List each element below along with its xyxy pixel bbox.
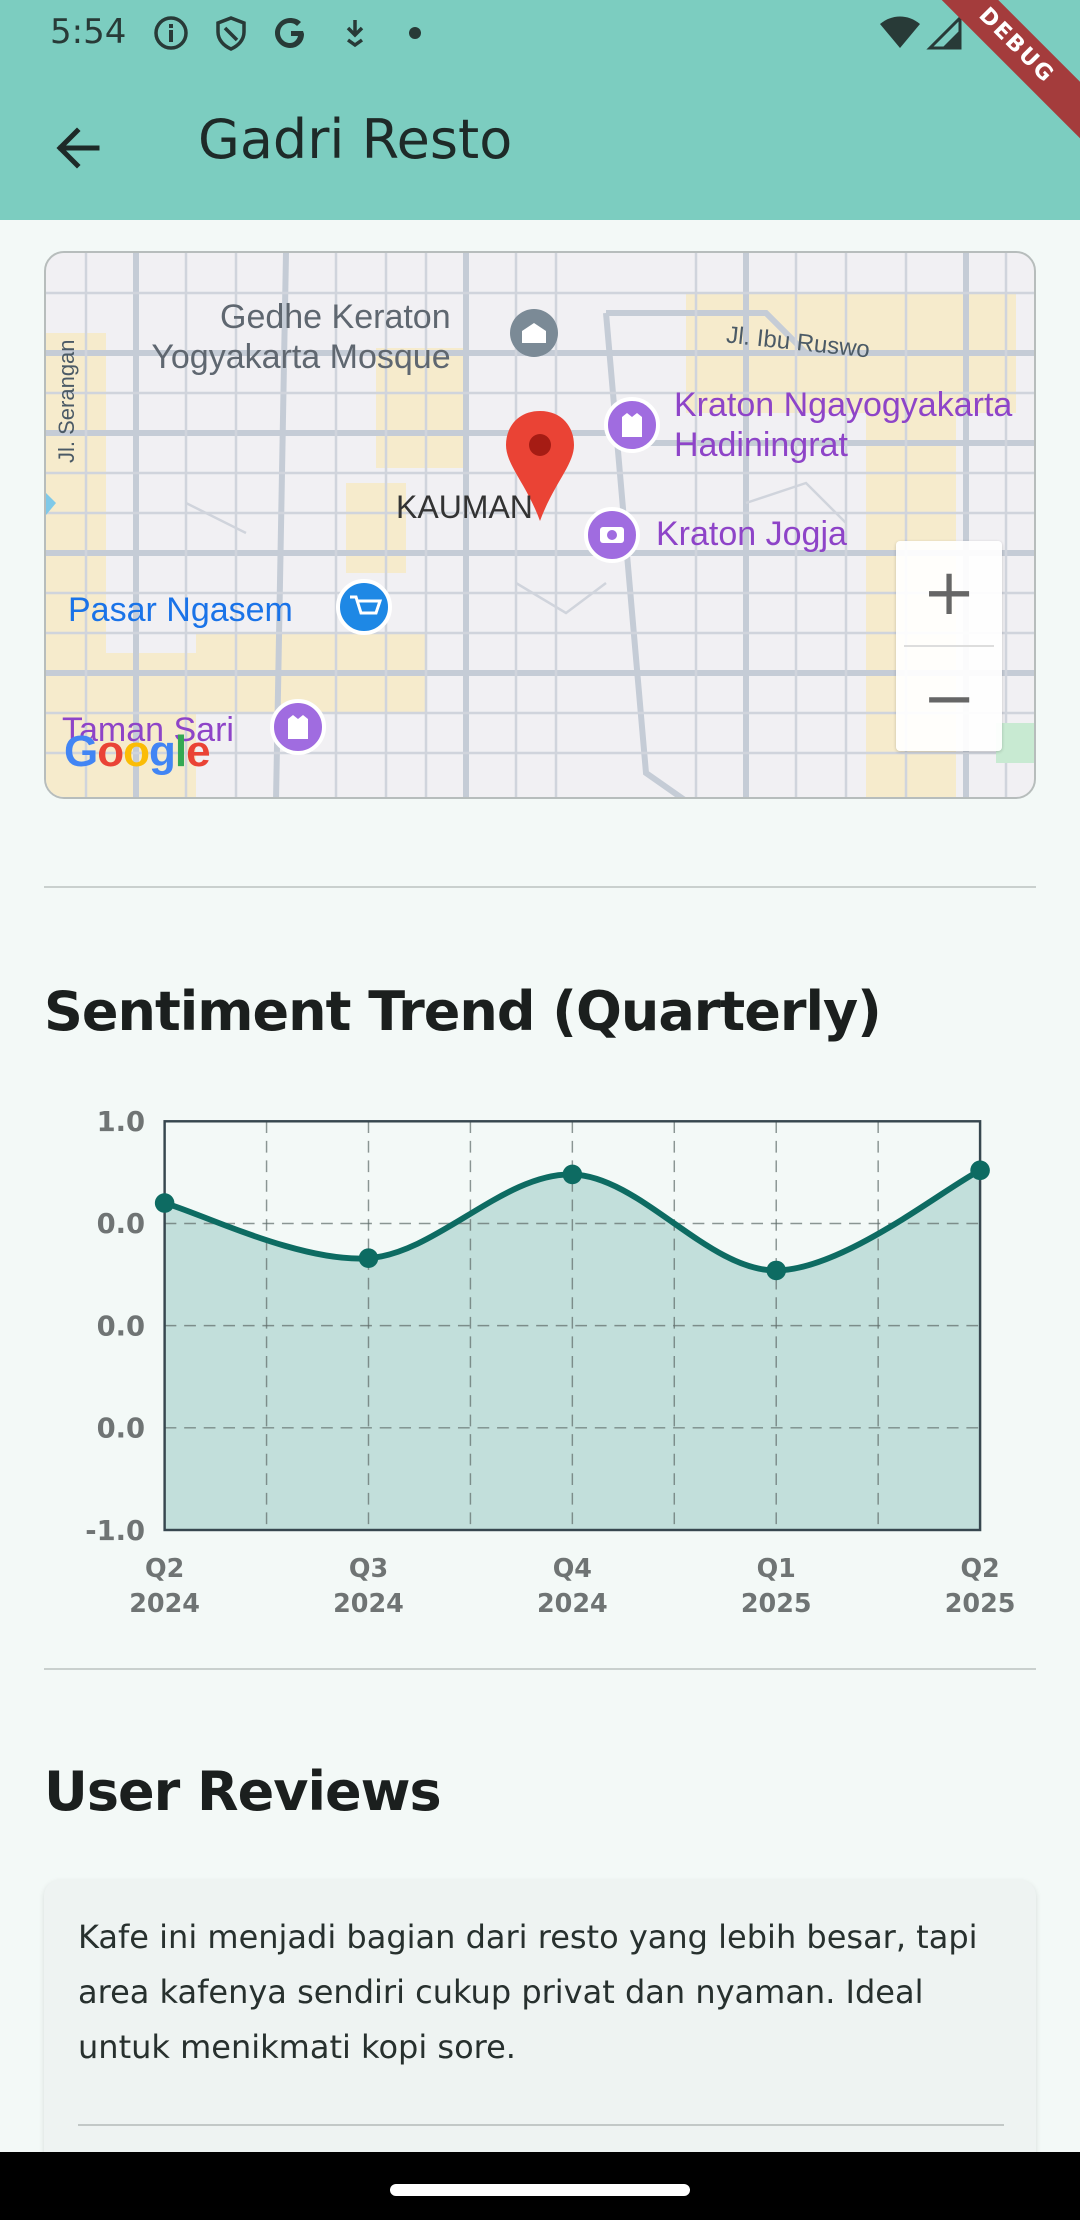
- taman-marker[interactable]: [270, 699, 326, 755]
- app-bar: 5:54 DEBUG Gadri Resto: [0, 0, 1080, 220]
- map-label-mosque-line2: Yogyakarta Mosque: [151, 338, 451, 376]
- map-view[interactable]: Gedhe Keraton Yogyakarta Mosque Kraton N…: [44, 251, 1036, 799]
- google-logo: Google: [64, 727, 211, 776]
- status-bar: 5:54: [0, 0, 1080, 66]
- divider-top: [44, 886, 1036, 888]
- dot-icon: [409, 27, 421, 39]
- x-tick-label-year: 2024: [333, 1588, 404, 1618]
- map-label-kraton-jogja: Kraton Jogja: [656, 515, 847, 553]
- chart-border: [163, 1120, 982, 1532]
- y-tick-label: 0.0: [97, 1209, 145, 1240]
- x-tick-label: Q2: [145, 1553, 184, 1583]
- map-label-kraton-line1: Kraton Ngayogyakarta: [674, 386, 1013, 424]
- chart-svg: 1.00.00.00.0-1.0Q22024Q32024Q42024Q12025…: [85, 1107, 1016, 1618]
- chart-point-2: [562, 1164, 583, 1185]
- map-label-mosque: Gedhe Keraton Yogyakarta Mosque: [136, 297, 451, 377]
- arrow-back-icon: [56, 127, 100, 169]
- shield-icon: [216, 16, 246, 51]
- map-label-pasar: Pasar Ngasem: [68, 591, 293, 629]
- google-icon: [275, 18, 304, 48]
- chart-point-4: [970, 1160, 990, 1181]
- y-tick-label: 0.0: [97, 1414, 145, 1445]
- mosque-marker[interactable]: [510, 309, 558, 357]
- map-label-kauman: KAUMAN: [396, 489, 533, 525]
- reviews-title: User Reviews: [44, 1760, 442, 1823]
- zoom-in-button[interactable]: +: [922, 556, 976, 630]
- zoom-controls: + −: [896, 541, 1002, 751]
- chart-point-3: [766, 1260, 786, 1281]
- review-card[interactable]: Kafe ini menjadi bagian dari resto yang …: [44, 1880, 1036, 2180]
- kraton-jogja-marker[interactable]: [584, 507, 640, 563]
- chart-point-0: [154, 1193, 175, 1213]
- download-icon: [346, 20, 364, 48]
- y-tick-label: 1.0: [97, 1107, 145, 1138]
- x-tick-label: Q1: [757, 1553, 796, 1583]
- map-label-kraton-line2: Hadiningrat: [674, 426, 848, 464]
- signal-icon: [926, 14, 962, 50]
- y-tick-label: 0.0: [97, 1311, 145, 1342]
- sentiment-chart: 1.0 0.0 0.0 0.0 -1.0 Q2 2024 Q3 2024 Q4 2024 Q1 2025…: [44, 1090, 1044, 1630]
- page-title: Gadri Resto: [198, 108, 513, 171]
- y-tick-label: -1.0: [85, 1516, 145, 1547]
- status-time: 5:54: [50, 12, 127, 52]
- wifi-icon: [880, 16, 920, 48]
- x-tick-label-year: 2025: [741, 1588, 812, 1618]
- info-icon: [154, 16, 188, 50]
- map-label-taman: Taman Sari: [62, 711, 234, 749]
- location-pin[interactable]: [506, 411, 574, 521]
- x-tick-label-year: 2025: [945, 1588, 1016, 1618]
- x-tick-label: Q3: [349, 1553, 388, 1583]
- map-canvas: [46, 253, 1034, 797]
- home-gesture-handle[interactable]: [390, 2184, 690, 2196]
- kraton-marker[interactable]: [604, 397, 660, 453]
- map-label-serangan: Jl. Serangan: [54, 339, 79, 463]
- zoom-out-button[interactable]: −: [922, 662, 976, 736]
- x-tick-label-year: 2024: [537, 1588, 608, 1618]
- sentiment-title: Sentiment Trend (Quarterly): [44, 980, 882, 1043]
- x-tick-label-year: 2024: [129, 1588, 200, 1618]
- map-label-kraton: Kraton Ngayogyakarta Hadiningrat: [674, 385, 1012, 465]
- x-tick-label: Q2: [960, 1553, 999, 1583]
- review-text: Kafe ini menjadi bagian dari resto yang …: [78, 1918, 978, 2066]
- review-divider: [78, 2124, 1004, 2126]
- map-label-mosque-line1: Gedhe Keraton: [220, 298, 451, 336]
- divider-middle: [44, 1668, 1036, 1670]
- zoom-divider: [904, 645, 994, 647]
- x-tick-label: Q4: [553, 1553, 592, 1583]
- navigation-bar: [0, 2152, 1080, 2220]
- back-button[interactable]: [40, 110, 116, 186]
- pasar-marker[interactable]: [336, 579, 392, 635]
- chart-point-1: [358, 1248, 379, 1268]
